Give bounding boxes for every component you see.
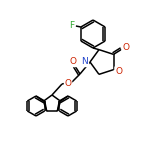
Text: O: O <box>122 43 129 52</box>
Text: F: F <box>69 21 74 31</box>
Text: O: O <box>64 79 71 88</box>
Text: N: N <box>82 57 88 67</box>
Text: O: O <box>69 57 76 67</box>
Text: O: O <box>115 67 122 76</box>
